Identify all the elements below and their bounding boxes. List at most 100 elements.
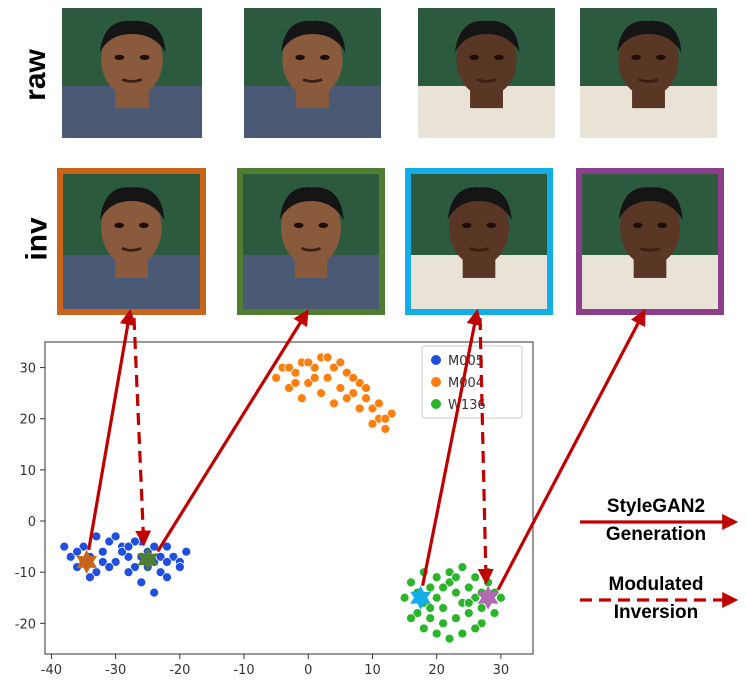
point-m005 xyxy=(110,531,121,542)
face-portrait xyxy=(243,174,379,309)
point-w136 xyxy=(483,577,493,588)
star-inv2 xyxy=(137,547,159,572)
point-m004 xyxy=(309,362,320,373)
x-tick-label: 10 xyxy=(364,663,381,678)
inv-row-label: inv xyxy=(20,217,54,261)
stylegan2-line2: Generation xyxy=(605,524,707,545)
point-w136 xyxy=(470,572,481,583)
raw-row-label: raw xyxy=(18,49,52,101)
point-m004 xyxy=(354,403,365,414)
modulated-inversion-label: Modulated Inversion xyxy=(576,574,736,624)
point-w136 xyxy=(457,562,468,572)
star-inv1 xyxy=(76,549,98,574)
y-tick-label: 0 xyxy=(28,515,36,530)
legend-marker-w136 xyxy=(431,399,441,409)
point-w136 xyxy=(457,628,468,639)
face-portrait xyxy=(582,174,718,309)
point-m004 xyxy=(322,352,333,363)
point-m005 xyxy=(174,562,185,572)
scatter-chart: -40 -30 -20 -10 0 10 20 30 -20 -10 0 10 20 30 M005 M004… xyxy=(15,341,534,678)
point-m005 xyxy=(162,572,172,583)
inv-face-2 xyxy=(243,174,379,309)
point-w136 xyxy=(399,592,410,603)
modulated-line1: Modulated xyxy=(608,574,704,595)
x-tick-label: 30 xyxy=(493,663,510,678)
point-m004 xyxy=(373,398,384,409)
point-m004 xyxy=(341,367,352,378)
point-m004 xyxy=(386,408,397,419)
inv-face-1 xyxy=(63,174,200,309)
point-m005 xyxy=(97,557,108,567)
point-m005 xyxy=(155,567,166,578)
point-m005 xyxy=(162,541,172,552)
point-w136 xyxy=(476,618,487,629)
point-m004 xyxy=(361,383,371,393)
point-m004 xyxy=(296,393,307,404)
point-m005 xyxy=(85,572,95,583)
face-portrait xyxy=(580,8,717,138)
face-portrait xyxy=(418,8,555,138)
point-w136 xyxy=(470,592,481,603)
x-tick-label: -10 xyxy=(233,663,254,678)
legend-marker-m005 xyxy=(431,355,441,365)
point-m005 xyxy=(129,562,140,572)
point-w136 xyxy=(406,577,416,588)
raw-face-3 xyxy=(418,8,555,138)
y-tick-label: -20 xyxy=(15,617,36,632)
point-w136 xyxy=(463,582,474,593)
point-m004 xyxy=(303,357,314,368)
point-m004 xyxy=(348,388,359,399)
legend-label-m005: M005 xyxy=(448,354,484,369)
point-w136 xyxy=(489,608,500,618)
point-w136 xyxy=(483,567,493,578)
point-m005 xyxy=(123,567,134,578)
y-tick-label: 30 xyxy=(19,362,36,377)
point-m004 xyxy=(335,357,346,368)
point-w136 xyxy=(438,603,449,613)
face-portrait xyxy=(62,8,202,138)
star-inv3 xyxy=(410,585,431,610)
point-w136 xyxy=(463,597,474,608)
point-w136 xyxy=(463,608,474,618)
point-m004 xyxy=(380,424,391,434)
point-m005 xyxy=(155,551,166,562)
point-m005 xyxy=(91,531,102,542)
chart-legend: M005 M004 W136 xyxy=(421,345,523,419)
point-m005 xyxy=(181,546,192,557)
point-w136 xyxy=(425,582,436,593)
stylegan2-line1: StyleGAN2 xyxy=(606,496,706,517)
point-m005 xyxy=(149,587,160,598)
point-m004 xyxy=(329,398,339,409)
point-w136 xyxy=(451,587,461,598)
x-tick-label: 0 xyxy=(304,663,312,678)
face-portrait xyxy=(63,174,200,309)
point-m004 xyxy=(316,388,327,399)
point-m004 xyxy=(322,372,333,383)
inv-frame-purple xyxy=(576,168,724,315)
modulated-line2: Inversion xyxy=(613,602,699,623)
point-m005 xyxy=(72,546,83,557)
inv-frame-orange xyxy=(57,168,206,315)
point-m005 xyxy=(65,551,76,562)
point-m004 xyxy=(329,362,339,373)
point-m004 xyxy=(309,372,320,383)
point-m005 xyxy=(97,546,108,557)
point-m005 xyxy=(123,551,134,562)
x-tick-label: -30 xyxy=(105,663,126,678)
x-tick-label: -20 xyxy=(169,663,190,678)
legend-label-w136: W136 xyxy=(448,398,486,413)
point-w136 xyxy=(495,592,506,603)
point-m004 xyxy=(290,378,301,388)
point-w136 xyxy=(438,582,449,593)
point-m004 xyxy=(354,378,365,388)
point-w136 xyxy=(451,572,461,583)
point-w136 xyxy=(431,572,442,583)
point-m005 xyxy=(123,541,134,552)
y-tick-label: 10 xyxy=(19,464,36,479)
raw-face-4 xyxy=(580,8,717,138)
point-w136 xyxy=(476,603,487,613)
y-tick-label: 20 xyxy=(19,413,36,428)
point-w136 xyxy=(406,613,416,624)
point-w136 xyxy=(431,628,442,639)
inv-frame-blue xyxy=(405,168,553,315)
